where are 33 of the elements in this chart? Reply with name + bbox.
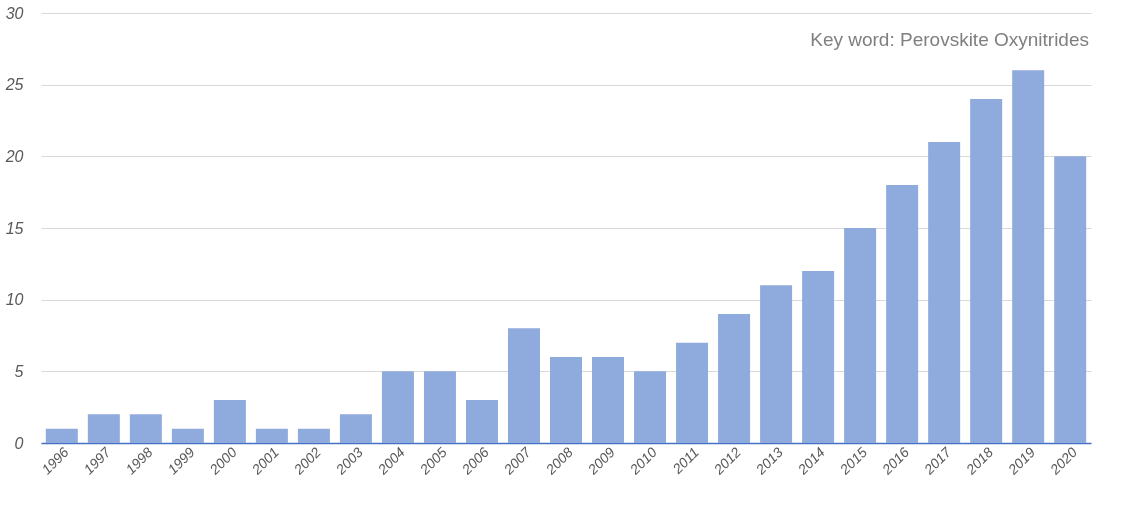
bar bbox=[718, 314, 751, 443]
bar bbox=[634, 371, 667, 443]
bar bbox=[802, 271, 835, 443]
bar bbox=[465, 400, 498, 443]
bar bbox=[507, 328, 540, 443]
annotation: Key word: Perovskite Oxynitrides bbox=[810, 29, 1089, 50]
bar bbox=[423, 371, 456, 443]
bar bbox=[129, 414, 162, 443]
bar bbox=[381, 371, 414, 443]
bar bbox=[297, 428, 330, 443]
bar bbox=[970, 99, 1003, 443]
bar bbox=[844, 228, 877, 443]
bar bbox=[550, 357, 582, 443]
bar bbox=[676, 342, 709, 443]
bar bbox=[1054, 156, 1087, 443]
bar bbox=[760, 285, 793, 443]
y-tick-label: 30 bbox=[5, 4, 24, 22]
y-tick-label: 5 bbox=[14, 362, 24, 380]
bar bbox=[339, 414, 372, 443]
bar bbox=[592, 357, 625, 443]
bar bbox=[1012, 70, 1045, 443]
bar bbox=[255, 428, 288, 443]
bar bbox=[45, 428, 78, 443]
bar bbox=[213, 400, 246, 443]
bar bbox=[87, 414, 120, 443]
y-tick-label: 10 bbox=[5, 291, 24, 309]
y-tick-label: 25 bbox=[4, 76, 24, 94]
bar bbox=[928, 142, 961, 443]
bar bbox=[171, 428, 204, 443]
y-tick-label: 0 bbox=[14, 434, 24, 452]
y-tick-label: 20 bbox=[4, 147, 24, 165]
bar bbox=[886, 185, 919, 443]
y-tick-label: 15 bbox=[5, 219, 24, 237]
